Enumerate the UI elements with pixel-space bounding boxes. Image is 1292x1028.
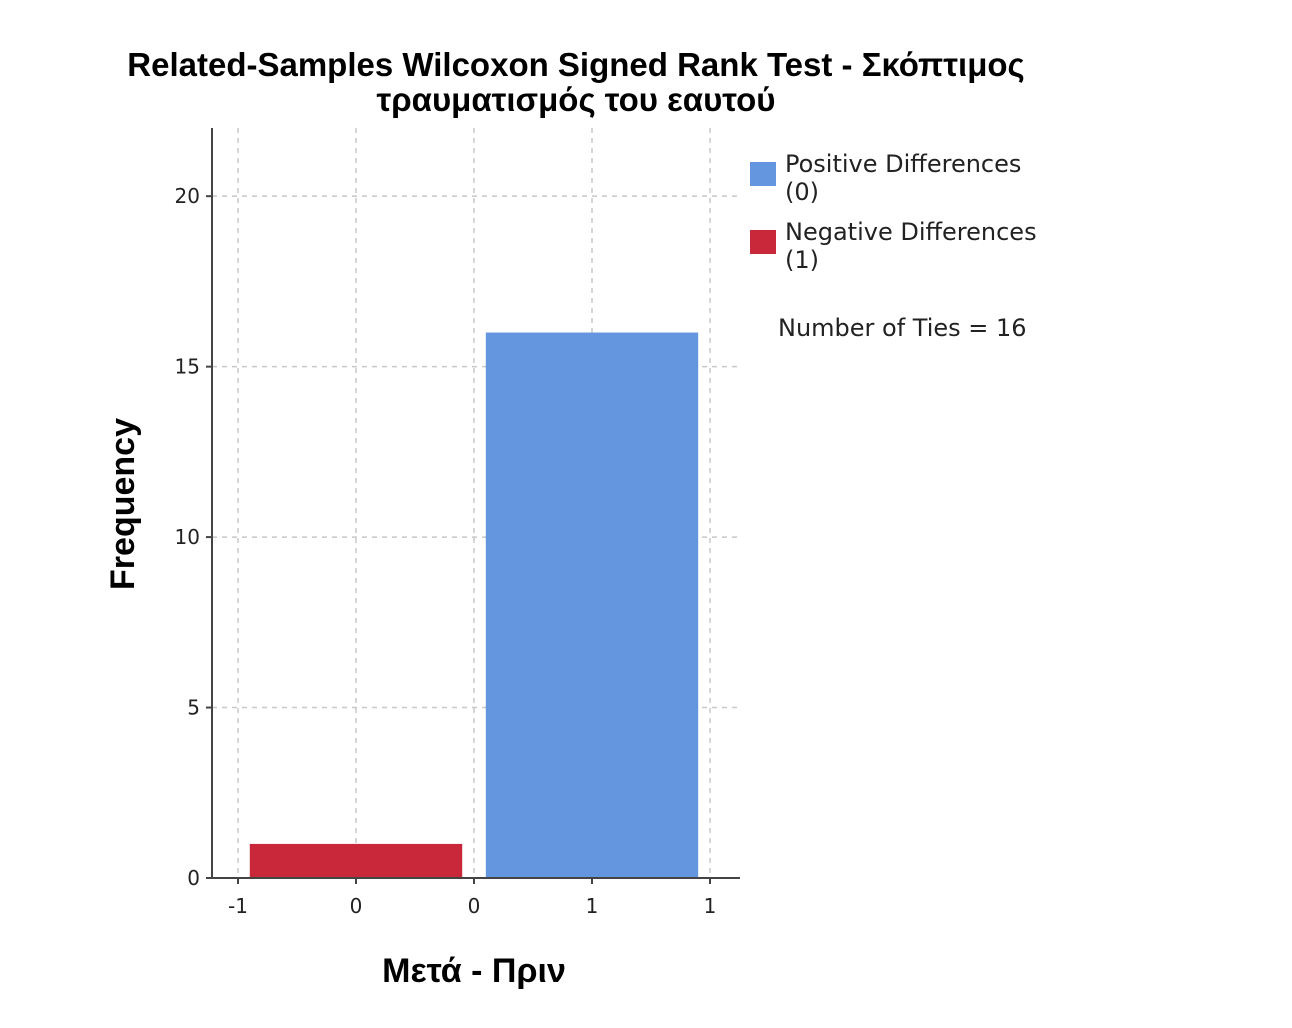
y-tick-label-20: 20	[175, 184, 200, 208]
x-tick-label-0: -1	[228, 894, 248, 918]
axes	[206, 128, 740, 884]
x-axis-label: Μετά - Πριν	[382, 952, 566, 990]
legend-count-negative: (1)	[785, 246, 819, 274]
y-tick-label-5: 5	[187, 696, 200, 720]
y-tick-labels: 0 5 10 15 20	[175, 184, 200, 890]
legend: Positive Differences (0) Negative Differ…	[750, 150, 1037, 274]
legend-label-positive: Positive Differences	[785, 150, 1021, 178]
legend-swatch-negative	[750, 230, 776, 254]
chart-title-line-1: Related-Samples Wilcoxon Signed Rank Tes…	[127, 46, 1024, 83]
x-tick-label-3: 1	[586, 894, 599, 918]
bars	[249, 332, 699, 879]
chart-title-line-2: τραυματισμός του εαυτού	[377, 81, 776, 118]
x-tick-label-2: 0	[468, 894, 481, 918]
bar-1	[485, 332, 699, 879]
y-tick-label-0: 0	[187, 866, 200, 890]
legend-count-positive: (0)	[785, 178, 819, 206]
x-tick-labels: -1 0 0 1 1	[228, 894, 716, 918]
bar-0	[249, 843, 463, 878]
x-tick-label-1: 0	[350, 894, 363, 918]
y-tick-label-15: 15	[175, 355, 200, 379]
x-tick-label-4: 1	[704, 894, 717, 918]
ties-annotation: Number of Ties = 16	[778, 314, 1027, 342]
legend-swatch-positive	[750, 162, 776, 186]
y-axis-label: Frequency	[104, 418, 142, 590]
legend-label-negative: Negative Differences	[785, 218, 1037, 246]
y-tick-label-10: 10	[175, 525, 200, 549]
